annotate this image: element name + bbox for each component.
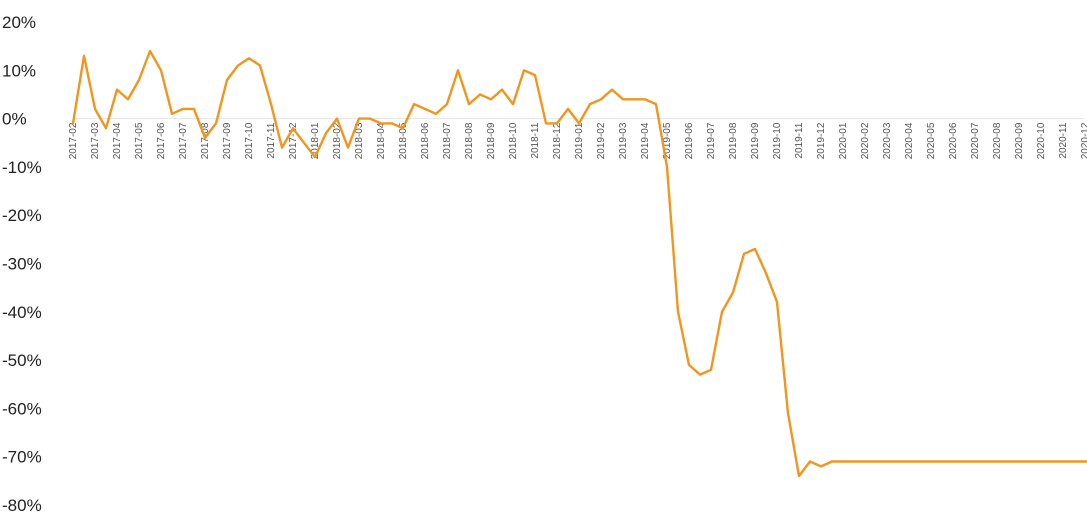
y-tick-label: 0% — [2, 110, 27, 129]
x-tick-label: 2020-04 — [904, 122, 915, 159]
x-tick-label: 2017-10 — [244, 122, 255, 159]
x-tick-label: 2019-03 — [618, 122, 629, 159]
x-tick-label: 2020-01 — [838, 122, 849, 159]
x-tick-label: 2017-08 — [200, 122, 211, 159]
x-tick-label: 2017-11 — [266, 122, 277, 158]
y-axis: 20% 10% 0% -10% -20% -30% -40% -50% -60% -70% -80% — [2, 13, 1085, 515]
y-tick-label: -40% — [2, 303, 42, 322]
x-tick-label: 2019-07 — [706, 122, 717, 159]
x-tick-label: 2020-08 — [992, 122, 1003, 159]
x-tick-label: 2019-11 — [794, 122, 805, 158]
y-tick-label: -70% — [2, 448, 42, 467]
x-tick-label: 2018-11 — [530, 122, 541, 158]
x-tick-label: 2019-05 — [662, 122, 673, 159]
x-tick-label: 2020-05 — [926, 122, 937, 159]
y-tick-label: 10% — [2, 61, 36, 80]
x-tick-label: 2019-02 — [596, 122, 607, 159]
x-tick-label: 2020-12 — [1080, 122, 1087, 159]
x-tick-label: 2019-10 — [772, 122, 783, 159]
x-tick-label: 2020-02 — [860, 122, 871, 159]
y-tick-label: -10% — [2, 158, 42, 177]
x-tick-label: 2020-10 — [1036, 122, 1047, 159]
x-axis: 2017-02 2017-03 2017-04 2017-05 2017-06 2017-… — [68, 122, 1087, 159]
series-line — [71, 49, 1087, 478]
x-tick-label: 2018-10 — [508, 122, 519, 159]
y-tick-label: -30% — [2, 255, 42, 274]
x-tick-label: 2018-09 — [486, 122, 497, 159]
x-tick-label: 2018-06 — [420, 122, 431, 159]
y-tick-label: 20% — [2, 13, 36, 32]
x-tick-label: 2017-05 — [134, 122, 145, 159]
x-tick-label: 2020-11 — [1058, 122, 1069, 158]
x-tick-label: 2018-07 — [442, 122, 453, 159]
x-tick-label: 2019-09 — [750, 122, 761, 159]
x-tick-label: 2020-03 — [882, 122, 893, 159]
x-tick-label: 2017-02 — [68, 122, 79, 159]
x-tick-label: 2018-02 — [332, 122, 343, 159]
x-tick-label: 2019-12 — [816, 122, 827, 159]
x-tick-label: 2018-08 — [464, 122, 475, 159]
x-tick-label: 2020-06 — [948, 122, 959, 159]
x-tick-label: 2017-09 — [222, 122, 233, 159]
x-tick-label: 2020-07 — [970, 122, 981, 159]
x-tick-label: 2019-06 — [684, 122, 695, 159]
x-tick-label: 2017-12 — [288, 122, 299, 159]
y-tick-label: -50% — [2, 351, 42, 370]
series-layer — [71, 49, 1087, 478]
x-tick-label: 2017-03 — [90, 122, 101, 159]
x-tick-label: 2019-04 — [640, 122, 651, 159]
x-tick-label: 2017-04 — [112, 122, 123, 159]
x-tick-label: 2018-04 — [376, 122, 387, 159]
x-tick-label: 2018-12 — [552, 122, 563, 159]
y-tick-label: -80% — [2, 496, 42, 515]
x-tick-label: 2019-01 — [574, 122, 585, 159]
x-tick-label: 2020-09 — [1014, 122, 1025, 159]
y-tick-label: -20% — [2, 206, 42, 225]
x-tick-label: 2017-07 — [178, 122, 189, 159]
x-tick-label: 2018-03 — [354, 122, 365, 159]
x-tick-label: 2018-01 — [310, 122, 321, 159]
x-tick-label: 2019-08 — [728, 122, 739, 159]
x-tick-label: 2017-06 — [156, 122, 167, 159]
y-tick-label: -60% — [2, 399, 42, 418]
x-tick-label: 2018-05 — [398, 122, 409, 159]
